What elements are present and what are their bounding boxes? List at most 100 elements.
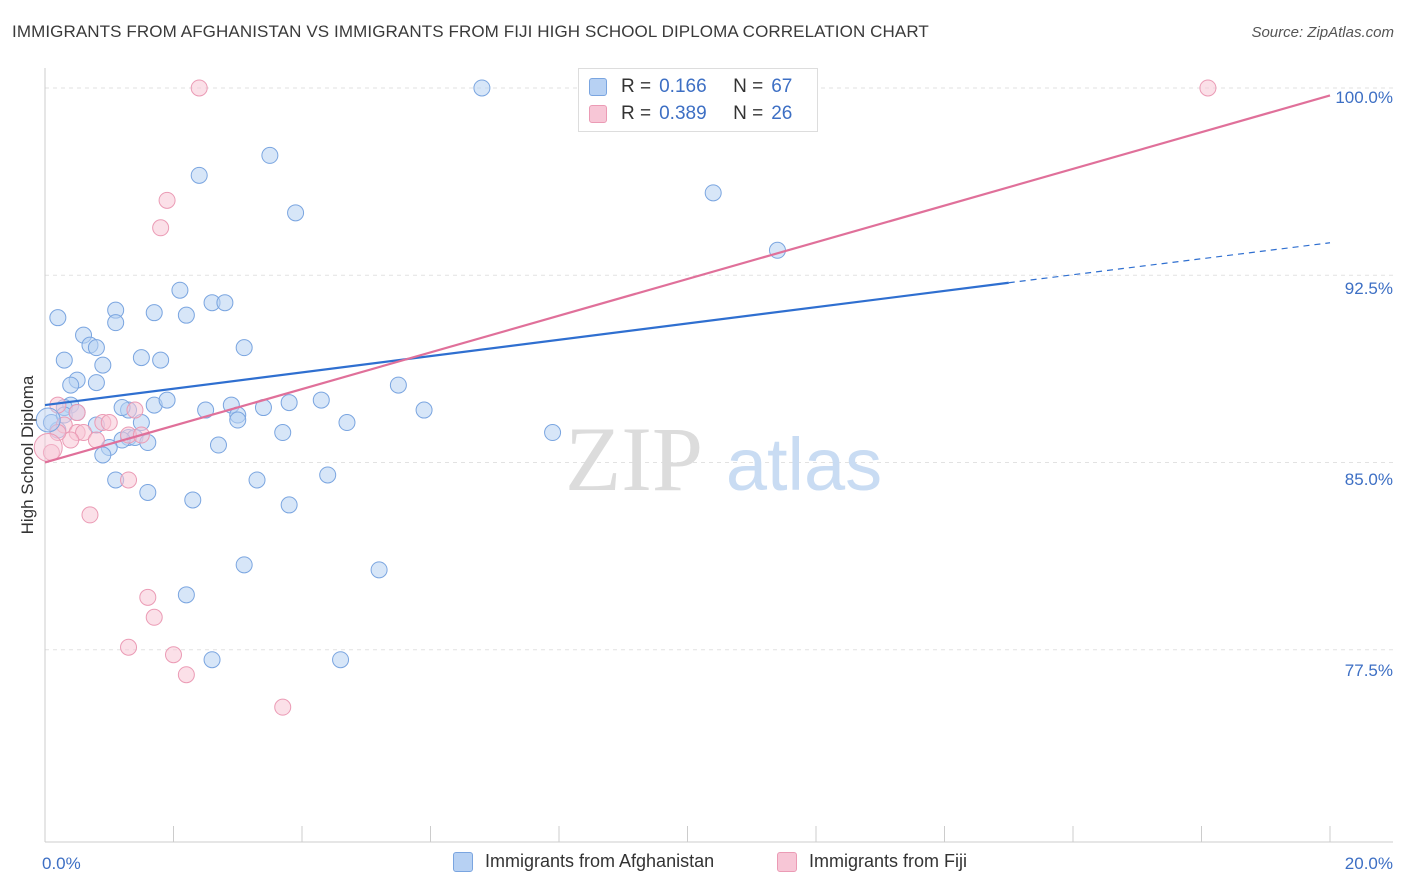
fiji-point — [145, 608, 163, 626]
afghanistan-point — [370, 561, 388, 579]
fiji-point — [158, 191, 176, 209]
afghanistan-point — [287, 204, 305, 222]
fiji-point — [1199, 79, 1217, 97]
fiji-point — [62, 431, 80, 449]
data-points — [33, 79, 1217, 716]
y-tick-label: 85.0% — [1345, 470, 1393, 489]
afghanistan-trend-line — [44, 281, 1009, 407]
afghanistan-point — [216, 294, 234, 312]
afghanistan-point — [107, 314, 125, 332]
fiji-point — [120, 638, 138, 656]
source-label: Source: ZipAtlas.com — [1251, 24, 1394, 41]
y-axis-label: High School Diploma — [18, 375, 37, 535]
afghanistan-point — [235, 339, 253, 357]
chart-title: IMMIGRANTS FROM AFGHANISTAN VS IMMIGRANT… — [12, 22, 929, 41]
afghanistan-point — [415, 401, 433, 419]
afghanistan-point — [62, 376, 80, 394]
afghanistan-point — [280, 496, 298, 514]
fiji-point — [139, 588, 157, 606]
fiji-point — [75, 424, 93, 442]
fiji-label: Immigrants from Fiji — [809, 851, 968, 871]
afghanistan-point — [49, 309, 67, 327]
bottom-legend-fiji: Immigrants from Fiji — [777, 851, 967, 872]
afghanistan-point — [177, 586, 195, 604]
legend-row-fiji: R = 0.389 N = 26 — [589, 102, 792, 126]
fiji-point — [177, 666, 195, 684]
y-tick-label: 92.5% — [1345, 279, 1393, 298]
r-label: R = — [621, 76, 652, 97]
y-tick-label: 100.0% — [1335, 88, 1393, 107]
fiji-point — [33, 433, 63, 463]
fiji-point — [274, 698, 292, 716]
watermark-atlas: atlas — [726, 423, 882, 506]
x-tick-label: 0.0% — [42, 854, 81, 873]
afghanistan-point — [280, 394, 298, 412]
legend-row-afghanistan: R = 0.166 N = 67 — [589, 75, 792, 99]
afghanistan-swatch — [589, 78, 607, 96]
afghanistan-point — [139, 483, 157, 501]
afghanistan-point — [274, 424, 292, 442]
afghanistan-point — [332, 651, 350, 669]
trend-lines — [44, 94, 1331, 464]
watermark: ZIP atlas — [565, 408, 882, 510]
afghanistan-swatch — [453, 851, 473, 872]
afghanistan-point — [197, 401, 215, 419]
afghanistan-point — [55, 351, 73, 369]
afghanistan-point — [158, 391, 176, 409]
afghanistan-point — [261, 146, 279, 164]
afghanistan-point — [209, 436, 227, 454]
fiji-point — [49, 424, 67, 442]
fiji-point — [165, 646, 182, 664]
r-value: 0.389 — [659, 103, 707, 124]
afghanistan-trend-line-extension — [1008, 242, 1331, 284]
fiji-trend-line — [44, 94, 1331, 464]
afghanistan-point — [235, 556, 253, 574]
afghanistan-point — [35, 407, 61, 433]
fiji-point — [152, 219, 170, 237]
fiji-swatch — [589, 105, 607, 123]
fiji-point — [100, 414, 118, 432]
afghanistan-point — [177, 306, 195, 324]
x-tick-label: 20.0% — [1345, 854, 1393, 873]
afghanistan-point — [203, 651, 221, 669]
afghanistan-point — [544, 424, 562, 442]
afghanistan-point — [132, 349, 150, 367]
afghanistan-point — [184, 491, 202, 509]
afghanistan-point — [319, 466, 337, 484]
watermark-zip: ZIP — [565, 408, 703, 510]
afghanistan-point — [190, 166, 208, 184]
y-tick-label: 77.5% — [1345, 661, 1393, 680]
stats-legend: R = 0.166 N = 67 R = 0.389 N = 26 — [578, 68, 818, 132]
afghanistan-point — [229, 411, 247, 429]
fiji-point — [126, 401, 144, 419]
afghanistan-point — [94, 446, 112, 464]
bottom-legend-afghanistan: Immigrants from Afghanistan — [453, 851, 714, 872]
n-value: 26 — [771, 103, 793, 124]
fiji-point — [68, 404, 86, 422]
afghanistan-point — [152, 351, 170, 369]
afghanistan-point — [145, 304, 163, 322]
n-value: 67 — [771, 76, 793, 97]
afghanistan-point — [94, 356, 112, 374]
fiji-point — [81, 506, 99, 524]
afghanistan-point — [87, 339, 105, 357]
fiji-point — [190, 79, 208, 97]
afghanistan-point — [473, 79, 491, 97]
fiji-swatch — [777, 851, 797, 872]
afghanistan-point — [312, 391, 330, 409]
afghanistan-label: Immigrants from Afghanistan — [485, 851, 715, 871]
afghanistan-point — [248, 471, 266, 489]
afghanistan-point — [171, 281, 189, 299]
fiji-point — [120, 471, 138, 489]
r-value: 0.166 — [659, 76, 707, 97]
afghanistan-point — [338, 414, 356, 432]
r-label: R = — [621, 103, 652, 124]
afghanistan-point — [87, 374, 105, 392]
afghanistan-point — [389, 376, 407, 394]
afghanistan-point — [704, 184, 722, 202]
n-label: N = — [733, 76, 764, 97]
axes — [44, 68, 1393, 843]
n-label: N = — [733, 103, 764, 124]
tick-labels: 100.0% 92.5% 85.0% 77.5% 0.0% 20.0% — [42, 88, 1393, 873]
